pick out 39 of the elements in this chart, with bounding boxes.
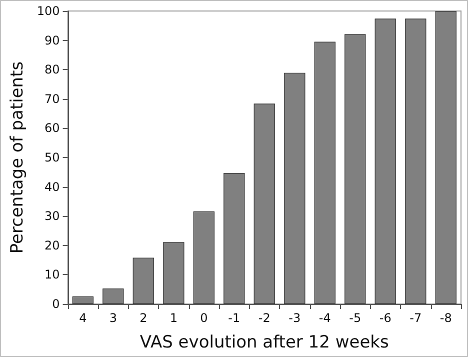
y-tick-label: 60 xyxy=(44,121,60,136)
y-tick-label: 40 xyxy=(44,180,60,194)
bar xyxy=(132,258,154,304)
y-tick-label: 80 xyxy=(44,62,60,77)
x-tick-label: -1 xyxy=(228,311,240,325)
x-tick-label: -2 xyxy=(258,311,270,325)
y-tick-label: 0 xyxy=(52,297,60,311)
bar xyxy=(102,288,124,304)
x-tick-label: 1 xyxy=(170,311,178,325)
x-tick-label: 4 xyxy=(79,311,87,325)
bar xyxy=(435,11,456,304)
bar xyxy=(405,18,426,304)
bar xyxy=(193,211,214,304)
y-axis-title: Percentage of patients xyxy=(8,61,28,254)
y-tick-label: 50 xyxy=(44,150,60,164)
y-tick-label: 30 xyxy=(44,209,60,224)
y-tick-label: 90 xyxy=(44,33,60,48)
bar xyxy=(314,42,336,304)
y-tick-label: 10 xyxy=(44,268,60,282)
y-tick-label: 70 xyxy=(44,92,60,106)
x-tick-label: 2 xyxy=(140,311,148,325)
bar xyxy=(254,104,275,304)
x-tick-label: -6 xyxy=(379,311,392,325)
x-axis-title: VAS evolution after 12 weeks xyxy=(140,332,390,352)
bar xyxy=(344,34,366,304)
bar xyxy=(72,296,94,304)
bar xyxy=(163,242,184,304)
x-tick-label: 0 xyxy=(200,311,208,325)
bar xyxy=(284,72,306,304)
y-tick-label: 20 xyxy=(44,238,60,252)
bar xyxy=(374,18,396,304)
x-tick-label: -5 xyxy=(349,311,362,325)
x-tick-label: -7 xyxy=(410,311,422,325)
y-tick-label: 100 xyxy=(36,4,60,18)
x-tick-label: -4 xyxy=(318,311,331,325)
x-tick-label: -3 xyxy=(288,311,301,325)
x-tick-label: -8 xyxy=(440,311,452,325)
x-tick-label: 3 xyxy=(109,311,117,325)
bar xyxy=(224,173,245,304)
